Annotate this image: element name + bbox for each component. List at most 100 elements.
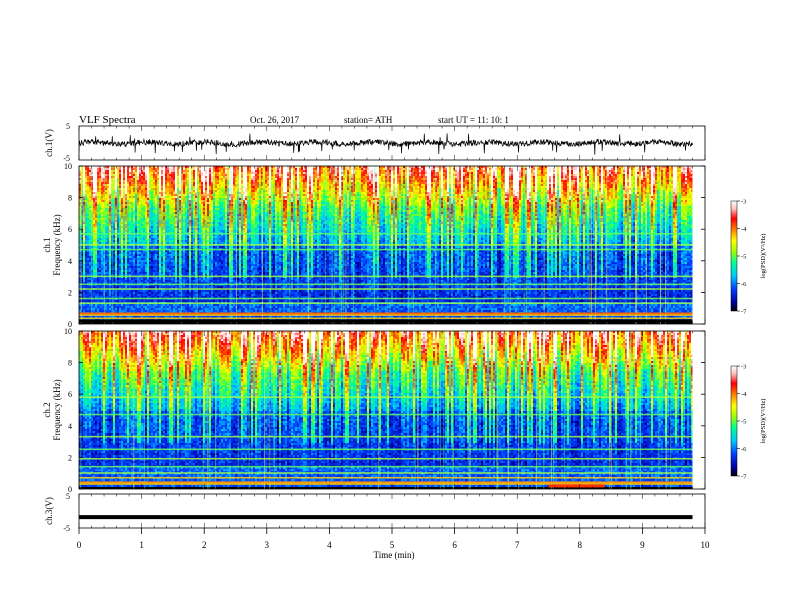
ch2-spec-ytick-label: 6 (68, 390, 72, 399)
impulse-streak (552, 331, 554, 489)
colorbar-tick-label: -7 (741, 309, 747, 316)
impulse-streak (417, 331, 419, 489)
colorbar-tick-label: -7 (741, 474, 747, 481)
spectral-band-line (79, 244, 693, 246)
impulse-streak (112, 166, 114, 324)
low-freq-dark-band (79, 319, 693, 323)
colorbar-tick-label: -5 (741, 419, 746, 426)
ch1-waveform-panel: 5 -5 ch.1(V) (44, 122, 706, 163)
impulse-streak (509, 166, 511, 324)
impulse-streak (496, 331, 498, 489)
xtick-label: 0 (77, 540, 82, 550)
spectral-band-line (79, 448, 693, 451)
impulse-streak (262, 166, 263, 324)
spectral-band-line (79, 232, 693, 235)
impulse-streak (594, 166, 596, 324)
ch2-spectrogram-heatmap (79, 331, 705, 489)
ch1-spec-ytick-label: 8 (68, 194, 72, 203)
impulse-streak (625, 331, 627, 489)
ch2-spec-ytick-label: 2 (68, 453, 72, 462)
ch2-colorbar-label: log(PSD)(V²/Hz) (760, 399, 767, 444)
spectral-band-line (79, 297, 693, 300)
impulse-streak (635, 166, 637, 324)
spectral-band-line (79, 413, 693, 416)
impulse-streak (543, 166, 545, 324)
ch2-spec-ylabel-line1: ch.2 (42, 402, 52, 417)
impulse-streak (248, 331, 250, 489)
impulse-streak (414, 331, 416, 489)
spectral-band-line (79, 396, 693, 398)
impulse-streak (333, 166, 335, 324)
ch1-ylabel: ch.1(V) (44, 129, 54, 157)
impulse-streak (591, 166, 592, 324)
impulse-streak (589, 166, 591, 324)
impulse-streak (660, 166, 661, 324)
figure-title: VLF Spectra (79, 114, 136, 126)
impulse-streak (207, 331, 209, 489)
impulse-streak (324, 166, 326, 324)
date-label: Oct. 26, 2017 (250, 115, 299, 125)
colorbar-tick-label: -3 (741, 199, 746, 206)
ch1-colorbar-scale (730, 200, 738, 312)
impulse-streak (640, 331, 641, 489)
ch1-colorbar-label: log(PSD)(V²/Hz) (760, 234, 767, 279)
spectral-band-line (79, 302, 693, 305)
colorbar-tick-label: -5 (741, 254, 746, 261)
station-label: station= ATH (344, 115, 393, 125)
low-freq-hot-band (79, 312, 693, 315)
colorbar-tick-label: -6 (741, 281, 747, 288)
ch2-colorbar: -3 -4 -5 -6 -7 log(PSD)(V²/Hz) (730, 364, 767, 481)
impulse-streak (645, 166, 647, 324)
spectral-band-line (79, 288, 693, 290)
xtick-label: 5 (390, 540, 395, 550)
impulse-streak (91, 166, 93, 324)
impulse-streak (196, 166, 198, 324)
colorbar-tick-label: -6 (741, 446, 747, 453)
spectral-band-line (79, 275, 693, 278)
ch3-ytick--5: -5 (63, 524, 70, 533)
ch1-spec-ylabel-line1: ch.1 (42, 237, 52, 252)
impulse-streak (452, 331, 454, 489)
impulse-streak (536, 331, 537, 489)
impulse-streak (173, 331, 175, 489)
impulse-streak (504, 166, 506, 324)
spectral-band-line (79, 314, 693, 316)
impulse-streak (609, 331, 611, 489)
hot-segment (548, 484, 605, 488)
impulse-streak (525, 166, 527, 324)
impulse-streak (345, 166, 347, 324)
ch2-spec-ytick-label: 10 (64, 327, 72, 336)
impulse-streak (665, 331, 667, 489)
spectral-band-line (79, 465, 693, 468)
ch1-spec-ytick-label: 2 (68, 288, 72, 297)
xtick-label: 4 (327, 540, 332, 550)
impulse-streak (630, 331, 631, 489)
impulse-streak (468, 331, 470, 489)
impulse-streak (236, 166, 237, 324)
impulse-streak (215, 331, 217, 489)
ch1-ytick-5: 5 (66, 122, 70, 131)
xtick-label: 8 (578, 540, 583, 550)
impulse-streak (387, 166, 389, 324)
impulse-streak (331, 166, 333, 324)
ch2-colorbar-scale (730, 365, 738, 477)
impulse-streak (665, 166, 666, 324)
xtick-label: 10 (701, 540, 711, 550)
impulse-streak (469, 331, 471, 489)
impulse-streak (606, 166, 608, 324)
ch2-spec-ytick-label: 4 (68, 422, 72, 431)
impulse-streak (551, 331, 552, 489)
impulse-streak (373, 166, 375, 324)
impulse-streak (264, 331, 265, 489)
spectral-band-line (79, 457, 693, 460)
impulse-streak (273, 331, 275, 489)
ch1-waveform-line (79, 133, 693, 155)
impulse-streak (343, 166, 345, 324)
ch1-colorbar: -3 -4 -5 -6 -7 log(PSD)(V²/Hz) (730, 199, 767, 316)
start-time-label: start UT = 11: 10: 1 (438, 115, 509, 125)
ch1-spec-ylabel-line2: Frequency (kHz) (52, 214, 62, 275)
impulse-streak (133, 331, 135, 489)
